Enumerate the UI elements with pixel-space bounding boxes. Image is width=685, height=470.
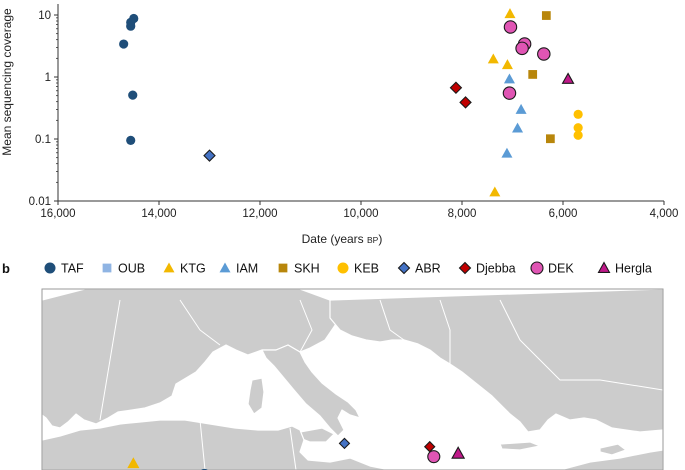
legend-label-iam: IAM (236, 262, 258, 276)
x-tick-label: 6,000 (549, 208, 578, 220)
point-keb (573, 123, 583, 133)
legend-marker-taf (44, 262, 56, 274)
x-axis-label: Date (years BP) (302, 232, 383, 246)
x-axis-label-unit: BP (367, 235, 379, 245)
x-tick-label: 14,000 (141, 208, 176, 220)
map-sites (127, 437, 466, 470)
legend-marker-djebba (458, 261, 472, 275)
point-ktg (489, 186, 501, 197)
map-site-dek (427, 450, 441, 464)
point-dek (502, 86, 517, 100)
point-taf (128, 90, 138, 100)
legend-label-keb: KEB (354, 262, 379, 276)
point-djebba (459, 96, 472, 109)
map-site-ktg (127, 457, 140, 469)
point-dek (515, 41, 529, 56)
point-skh (546, 134, 555, 144)
x-tick-label: 12,000 (242, 208, 277, 220)
legend-marker-keb (337, 262, 349, 274)
point-dek (537, 47, 551, 61)
x-tick-label: 4,000 (650, 208, 679, 220)
legend-marker-oub (102, 263, 112, 273)
x-axis-label-main: Date (years (302, 232, 367, 246)
point-abr (203, 149, 216, 162)
x-tick-label: 10,000 (343, 208, 378, 220)
map-borders (99, 299, 663, 470)
panel-label-b: b (2, 261, 10, 276)
legend-label-skh: SKH (294, 262, 320, 276)
y-tick-label: 0.01 (29, 196, 51, 208)
map-land-cyprus (599, 443, 627, 456)
x-tick-label: 8,000 (448, 208, 477, 220)
legend-marker-hergla (597, 261, 611, 273)
y-tick-label: 1 (45, 72, 51, 84)
map-land-italy (261, 344, 361, 437)
x-axis-label-close: ) (378, 232, 382, 246)
point-keb (573, 109, 583, 119)
point-ktg (487, 53, 499, 64)
legend: TAF OUB KTG IAM SKH KEB ABR Djebba DEK Hergla (44, 261, 652, 276)
point-iam (515, 103, 527, 114)
point-skh (528, 70, 538, 79)
point-dek (503, 20, 518, 34)
point-taf (119, 39, 129, 49)
map-land-sardinia (247, 377, 265, 415)
point-taf (126, 21, 136, 31)
y-axis-label: Mean sequencing coverage (0, 8, 14, 156)
map-frame (41, 288, 664, 470)
legend-label-hergla: Hergla (615, 262, 652, 276)
point-djebba (449, 81, 463, 95)
x-tick-label: 16,000 (40, 208, 75, 220)
legend-label-djebba: Djebba (476, 262, 516, 276)
point-iam (512, 122, 524, 133)
legend-marker-ktg (163, 262, 175, 273)
point-taf (126, 135, 136, 145)
point-skh (541, 11, 551, 20)
legend-marker-iam (219, 262, 231, 273)
point-keb (573, 130, 583, 140)
map-land-levant (559, 449, 663, 470)
legend-label-abr: ABR (415, 262, 441, 276)
legend-label-ktg: KTG (180, 262, 206, 276)
data-points (119, 8, 583, 197)
coverage-scatter-plot: Mean sequencing coverage 10 1 0.1 0.01 16,0… (0, 4, 678, 246)
point-iam (503, 73, 515, 84)
point-iam (501, 147, 513, 158)
map-land-north-africa (42, 419, 391, 470)
y-tick-label: 10 (38, 10, 51, 22)
map-site-hergla (451, 446, 466, 459)
legend-marker-skh (278, 263, 288, 273)
legend-marker-dek (530, 261, 544, 275)
legend-label-dek: DEK (548, 262, 574, 276)
map-land-balkans (329, 289, 663, 433)
y-tick-label: 0.1 (35, 134, 51, 146)
x-axis: 16,000 14,000 12,000 10,000 8,000 6,000 4,000 (40, 200, 679, 220)
map-site-abr (338, 437, 351, 450)
map-land-crete (499, 441, 541, 451)
point-ktg (501, 59, 513, 70)
legend-marker-abr (397, 261, 411, 275)
map-panel (41, 288, 664, 470)
legend-label-taf: TAF (61, 262, 84, 276)
y-axis: Mean sequencing coverage 10 1 0.1 0.01 (0, 4, 59, 208)
legend-label-oub: OUB (118, 262, 145, 276)
point-hergla (561, 72, 575, 84)
point-ktg (504, 8, 516, 19)
